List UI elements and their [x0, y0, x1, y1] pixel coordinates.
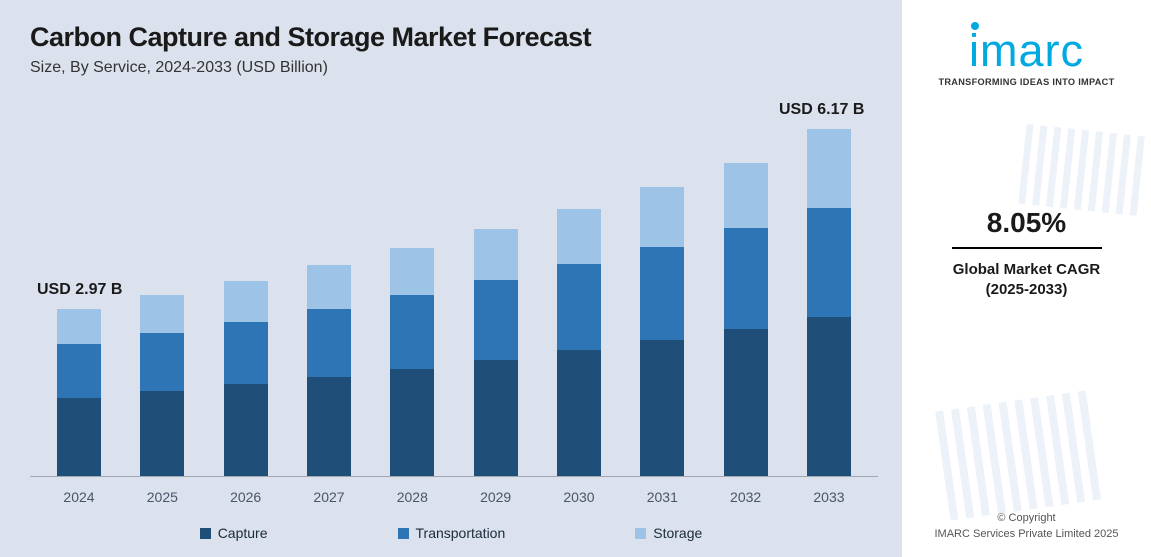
x-axis-label: 2028: [377, 489, 447, 505]
bar-segment-capture: [390, 369, 434, 477]
bar-segment-storage: [140, 295, 184, 333]
bar-segment-capture: [307, 377, 351, 478]
bar-segment-capture: [557, 350, 601, 477]
cagr-block: 8.05% Global Market CAGR (2025-2033): [952, 207, 1102, 298]
cagr-value: 8.05%: [952, 207, 1102, 249]
bar-segment-storage: [224, 281, 268, 322]
x-axis-label: 2025: [127, 489, 197, 505]
legend-label: Transportation: [416, 525, 506, 541]
bar-segment-capture: [57, 398, 101, 477]
bar-segment-transportation: [724, 228, 768, 329]
bar-segment-transportation: [390, 295, 434, 368]
bar-column: [544, 110, 614, 477]
x-axis-labels: 2024 2025 2026 2027 2028 2029 2030 2031 2032 2033: [30, 489, 878, 505]
bar-segment-transportation: [640, 247, 684, 340]
legend-item-storage: Storage: [635, 525, 702, 541]
bar-column: [211, 110, 281, 477]
x-axis-label: 2027: [294, 489, 364, 505]
bar-column: [461, 110, 531, 477]
cagr-label-1: Global Market CAGR: [952, 261, 1102, 278]
copyright-line-2: IMARC Services Private Limited 2025: [902, 527, 1151, 543]
bar-segment-storage: [557, 209, 601, 264]
legend-item-capture: Capture: [200, 525, 268, 541]
bg-deco-icon: [1018, 124, 1146, 216]
bar-segment-transportation: [307, 309, 351, 377]
logo-wordmark: imarc: [969, 28, 1084, 73]
bar-segment-capture: [640, 340, 684, 477]
x-axis-label: 2030: [544, 489, 614, 505]
legend-item-transportation: Transportation: [398, 525, 506, 541]
logo-tagline: TRANSFORMING IDEAS INTO IMPACT: [938, 77, 1114, 87]
bar-segment-storage: [390, 248, 434, 295]
bar-segment-transportation: [140, 333, 184, 391]
bar-segment-storage: [640, 187, 684, 247]
bar-segment-capture: [724, 329, 768, 477]
bar-segment-capture: [140, 391, 184, 477]
bar-segment-storage: [57, 309, 101, 344]
legend-label: Storage: [653, 525, 702, 541]
x-axis-line: [30, 476, 878, 477]
side-panel: imarc TRANSFORMING IDEAS INTO IMPACT 8.0…: [902, 0, 1151, 557]
plot-area: USD 2.97 B USD 6.17 B: [30, 110, 878, 477]
root: Carbon Capture and Storage Market Foreca…: [0, 0, 1151, 557]
bar-segment-capture: [474, 360, 518, 477]
copyright: © Copyright IMARC Services Private Limit…: [902, 511, 1151, 543]
x-axis-label: 2032: [711, 489, 781, 505]
x-axis-label: 2026: [211, 489, 281, 505]
bar-segment-transportation: [557, 264, 601, 350]
bar-segment-transportation: [224, 322, 268, 385]
legend-label: Capture: [218, 525, 268, 541]
bar-segment-capture: [807, 317, 851, 477]
legend: Capture Transportation Storage: [0, 525, 902, 541]
legend-swatch-icon: [398, 528, 409, 539]
bar-column: [294, 110, 364, 477]
bar-segment-storage: [724, 163, 768, 228]
chart-panel: Carbon Capture and Storage Market Foreca…: [0, 0, 902, 557]
x-axis-label: 2033: [794, 489, 864, 505]
bar-segment-storage: [307, 265, 351, 309]
bars-row: [30, 110, 878, 477]
bar-segment-transportation: [474, 280, 518, 360]
x-axis-label: 2031: [627, 489, 697, 505]
bar-column: [377, 110, 447, 477]
bar-segment-transportation: [57, 344, 101, 398]
value-label-start: USD 2.97 B: [37, 281, 122, 299]
bar-column: [794, 110, 864, 477]
bar-column: [711, 110, 781, 477]
logo: imarc TRANSFORMING IDEAS INTO IMPACT: [938, 28, 1114, 87]
logo-dot-icon: [971, 22, 979, 30]
chart-subtitle: Size, By Service, 2024-2033 (USD Billion…: [30, 59, 878, 77]
x-axis-label: 2024: [44, 489, 114, 505]
chart-title: Carbon Capture and Storage Market Foreca…: [30, 22, 878, 53]
bar-column: [627, 110, 697, 477]
x-axis-label: 2029: [461, 489, 531, 505]
cagr-label-2: (2025-2033): [952, 281, 1102, 298]
bar-segment-storage: [807, 129, 851, 209]
copyright-line-1: © Copyright: [902, 511, 1151, 527]
bg-deco-icon: [935, 389, 1109, 520]
legend-swatch-icon: [200, 528, 211, 539]
legend-swatch-icon: [635, 528, 646, 539]
bar-segment-capture: [224, 384, 268, 477]
bar-segment-transportation: [807, 208, 851, 316]
bar-segment-storage: [474, 229, 518, 280]
bar-column: [127, 110, 197, 477]
value-label-end: USD 6.17 B: [779, 101, 864, 119]
